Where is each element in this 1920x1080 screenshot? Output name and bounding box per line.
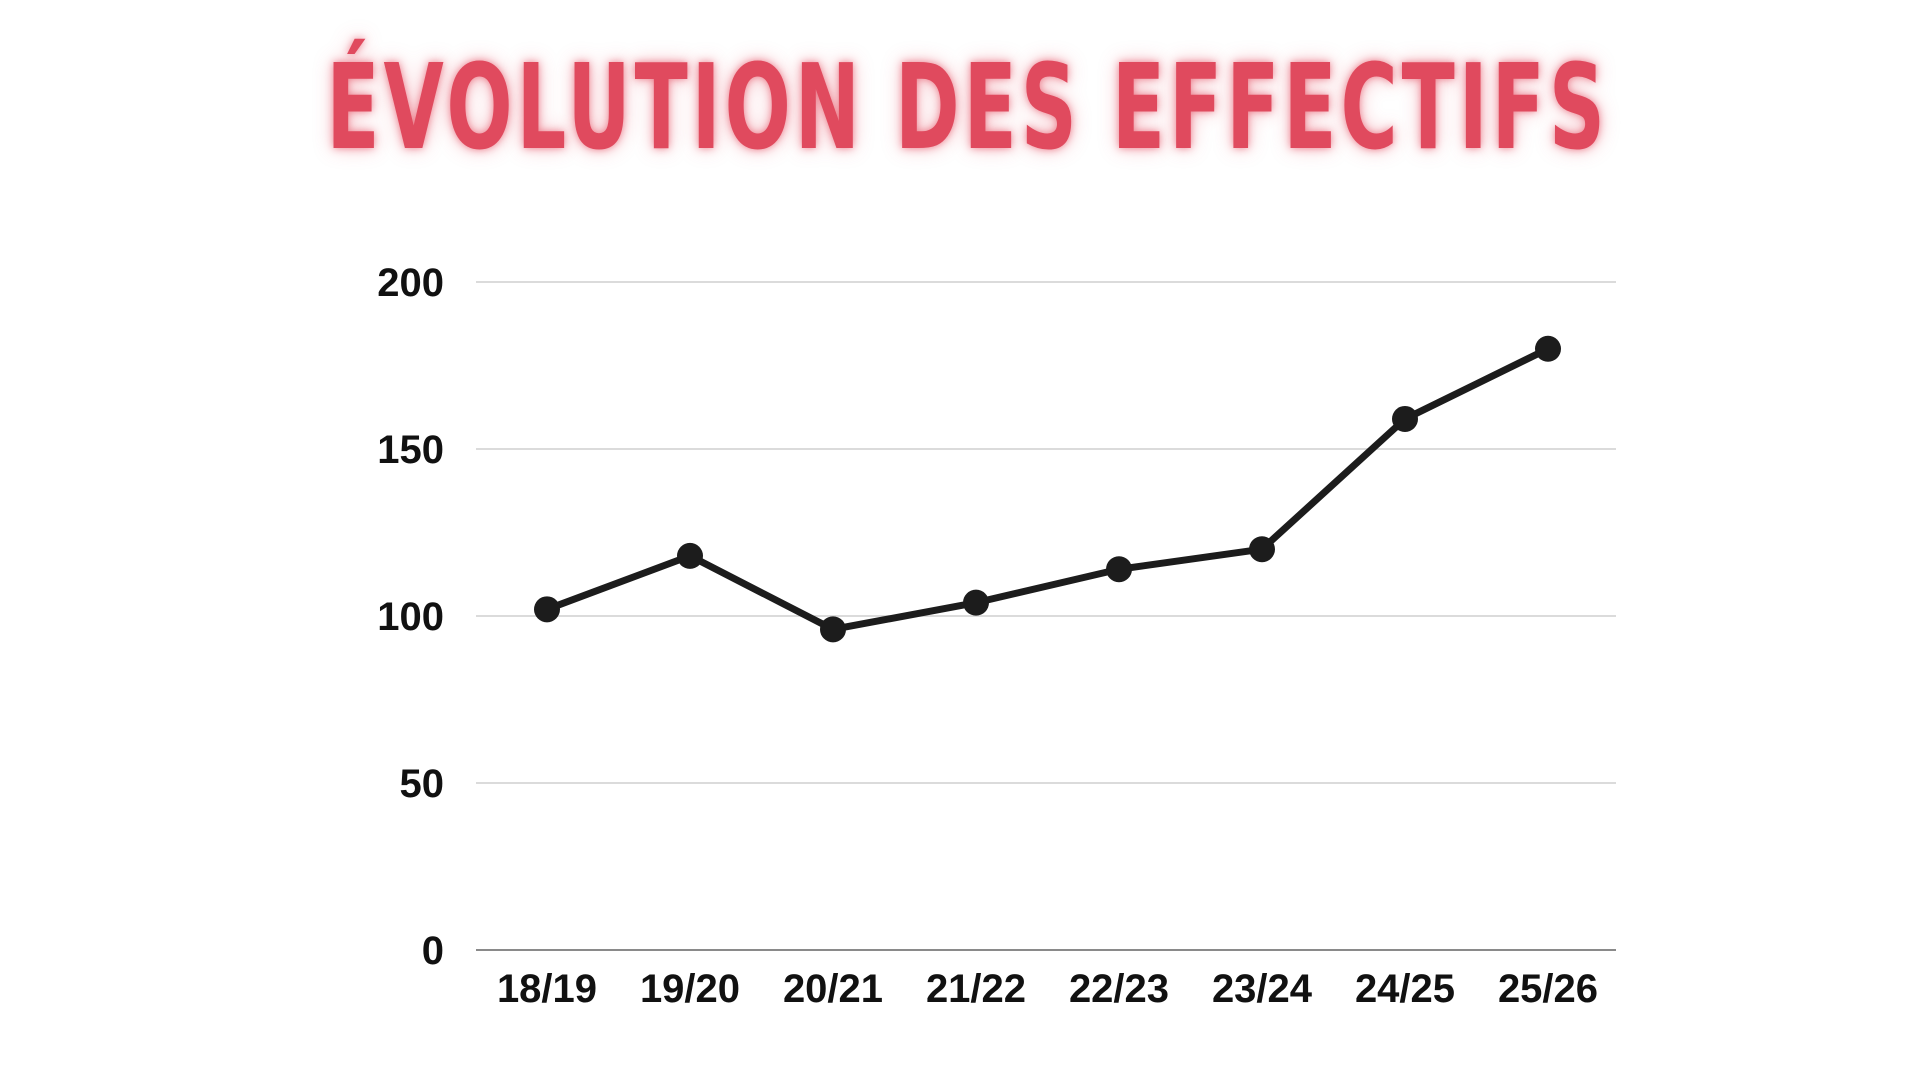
data-point-23-24	[1249, 536, 1275, 563]
x-axis-tick-labels: 18/19 19/20 20/21 21/22 22/23 23/24 24/25 25/26	[497, 967, 1598, 1011]
series-line	[543, 345, 1552, 633]
data-point-22-23	[1106, 556, 1132, 583]
y-axis-tick-labels: 0 50 100 150 200	[377, 261, 444, 973]
x-tick-label: 24/25	[1355, 967, 1455, 1011]
y-tick-label: 200	[377, 261, 444, 305]
data-point-19-20	[677, 542, 703, 569]
series-line-group	[543, 345, 1552, 633]
gridlines	[476, 281, 1616, 951]
chart-title: ÉVOLUTION DES EFFECTIFS	[326, 38, 1609, 176]
data-point-24-25	[1392, 405, 1418, 432]
x-tick-label: 19/20	[640, 967, 740, 1011]
data-point-21-22	[963, 589, 989, 616]
data-points	[534, 335, 1561, 643]
x-tick-label: 25/26	[1498, 967, 1598, 1011]
data-point-18-19	[534, 596, 560, 623]
y-tick-label: 150	[377, 428, 444, 472]
data-point-20-21	[820, 616, 846, 643]
x-tick-label: 18/19	[497, 967, 597, 1011]
y-tick-label: 50	[400, 762, 445, 806]
x-tick-label: 22/23	[1069, 967, 1169, 1011]
y-tick-label: 100	[377, 595, 444, 639]
data-point-25-26	[1535, 335, 1561, 362]
x-tick-label: 20/21	[783, 967, 883, 1011]
x-tick-label: 23/24	[1212, 967, 1313, 1011]
x-tick-label: 21/22	[926, 967, 1026, 1011]
y-tick-label: 0	[422, 929, 444, 973]
